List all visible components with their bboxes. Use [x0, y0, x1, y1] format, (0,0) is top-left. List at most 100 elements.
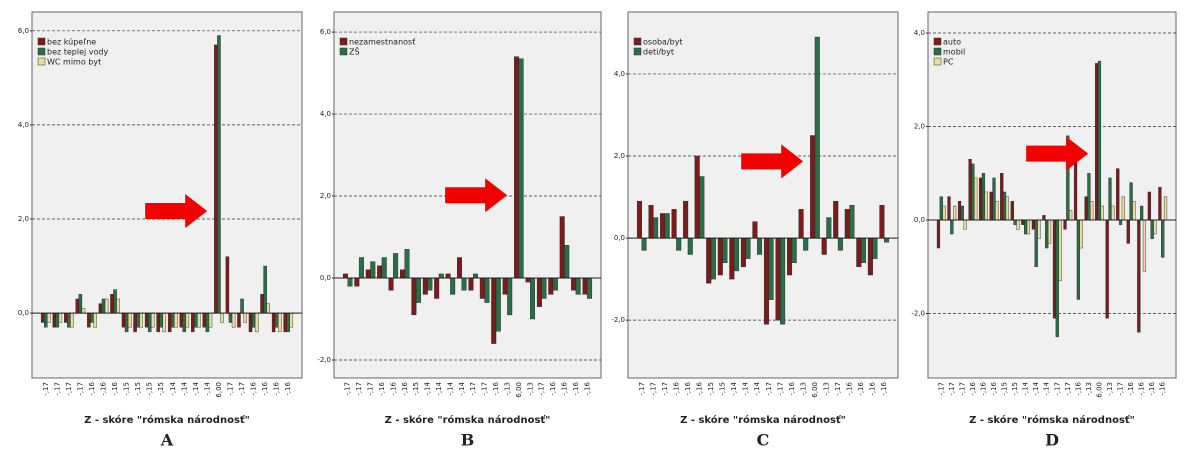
bar — [1021, 219, 1025, 225]
x-tick-label: -,16 — [100, 381, 108, 395]
bar — [1118, 219, 1123, 225]
x-tick-label: -,17 — [649, 382, 657, 396]
bar — [124, 312, 129, 333]
bar — [1013, 219, 1017, 225]
bar — [636, 200, 642, 239]
x-tick-label: -,15 — [719, 382, 727, 396]
x-tick-label: -,13 — [526, 382, 534, 396]
bar — [936, 219, 941, 249]
bar — [1142, 219, 1147, 272]
x-tick-label: -,17 — [765, 382, 773, 396]
bar — [248, 312, 253, 333]
bar — [251, 312, 256, 328]
bar — [47, 312, 51, 323]
bar — [710, 237, 716, 280]
y-tick-label: -2,0 — [911, 309, 925, 317]
bar — [1037, 219, 1041, 239]
bar — [826, 217, 832, 239]
x-tick-label: -,16 — [969, 381, 977, 395]
bar — [365, 269, 371, 279]
x-tick-label: -,14 — [458, 381, 466, 395]
x-tick-label: 6,00 — [215, 382, 223, 398]
bar — [354, 277, 360, 287]
bar — [404, 249, 410, 279]
x-tick-label: -,14 — [169, 381, 177, 395]
x-tick-label: -,16 — [583, 381, 591, 395]
bar — [1026, 219, 1031, 235]
bar — [514, 56, 520, 279]
bar — [648, 205, 654, 239]
x-tick-label: -,13 — [503, 382, 511, 396]
bar — [575, 277, 581, 295]
legend-swatch — [339, 47, 348, 56]
bar — [415, 277, 421, 303]
bar — [860, 237, 866, 263]
x-tick-label: -,17 — [937, 382, 945, 396]
bar — [1095, 63, 1099, 221]
y-tick-label: 6,0 — [320, 28, 331, 36]
bar — [205, 312, 210, 333]
x-tick-label: -,14 — [742, 381, 750, 395]
panel-label: B — [461, 431, 475, 450]
x-tick-label: -,15 — [146, 382, 154, 396]
bar — [231, 312, 236, 328]
x-tick-label: -,13 — [799, 382, 807, 396]
legend-swatch — [933, 57, 942, 66]
plot-area — [627, 11, 899, 379]
bar — [58, 312, 63, 323]
bar — [159, 312, 163, 328]
bar — [884, 237, 890, 243]
bar — [1140, 205, 1144, 221]
bar — [179, 312, 183, 328]
x-tick-label: -,16 — [273, 381, 281, 395]
x-axis-label: Z - skóre "rómska národnosť" — [385, 414, 551, 426]
bar — [289, 312, 294, 328]
bar — [536, 277, 542, 307]
bar — [381, 257, 387, 279]
bar — [548, 277, 554, 295]
x-tick-label: -,16 — [880, 381, 888, 395]
bar — [699, 176, 705, 239]
bar — [87, 312, 91, 328]
legend-label: osoba/byt — [643, 38, 683, 47]
bar — [775, 237, 781, 321]
x-tick-label: -,15 — [1011, 382, 1019, 396]
bar — [507, 277, 513, 316]
x-tick-label: -,15 — [707, 382, 715, 396]
bar — [167, 312, 172, 333]
bar — [803, 237, 809, 251]
bar — [286, 312, 290, 333]
bar — [752, 221, 758, 239]
bar — [582, 277, 588, 295]
bar — [240, 298, 244, 314]
bar — [40, 312, 45, 323]
bar — [683, 200, 689, 239]
bar — [1063, 219, 1067, 230]
bar — [1002, 191, 1007, 221]
bar — [821, 237, 827, 255]
x-tick-label: -,14 — [753, 381, 761, 395]
bar — [370, 261, 376, 279]
x-tick-label: -,16 — [261, 381, 269, 395]
bar — [1024, 219, 1028, 235]
bar — [139, 312, 143, 328]
legend-swatch — [933, 37, 942, 46]
x-tick-label: -,17 — [834, 382, 842, 396]
bar — [93, 312, 97, 328]
x-tick-label: -,14 — [424, 381, 432, 395]
x-tick-label: 6,00 — [515, 382, 523, 398]
bar — [706, 237, 712, 284]
bar — [1129, 182, 1133, 221]
bar — [653, 217, 659, 239]
legend-swatch — [633, 47, 642, 56]
bar — [856, 237, 862, 268]
bar — [67, 312, 71, 328]
bar — [185, 312, 190, 328]
bar — [717, 237, 723, 276]
x-tick-label: -,17 — [1117, 382, 1125, 396]
x-tick-label: -,16 — [378, 381, 386, 395]
bar — [411, 277, 417, 316]
bar — [182, 312, 187, 333]
